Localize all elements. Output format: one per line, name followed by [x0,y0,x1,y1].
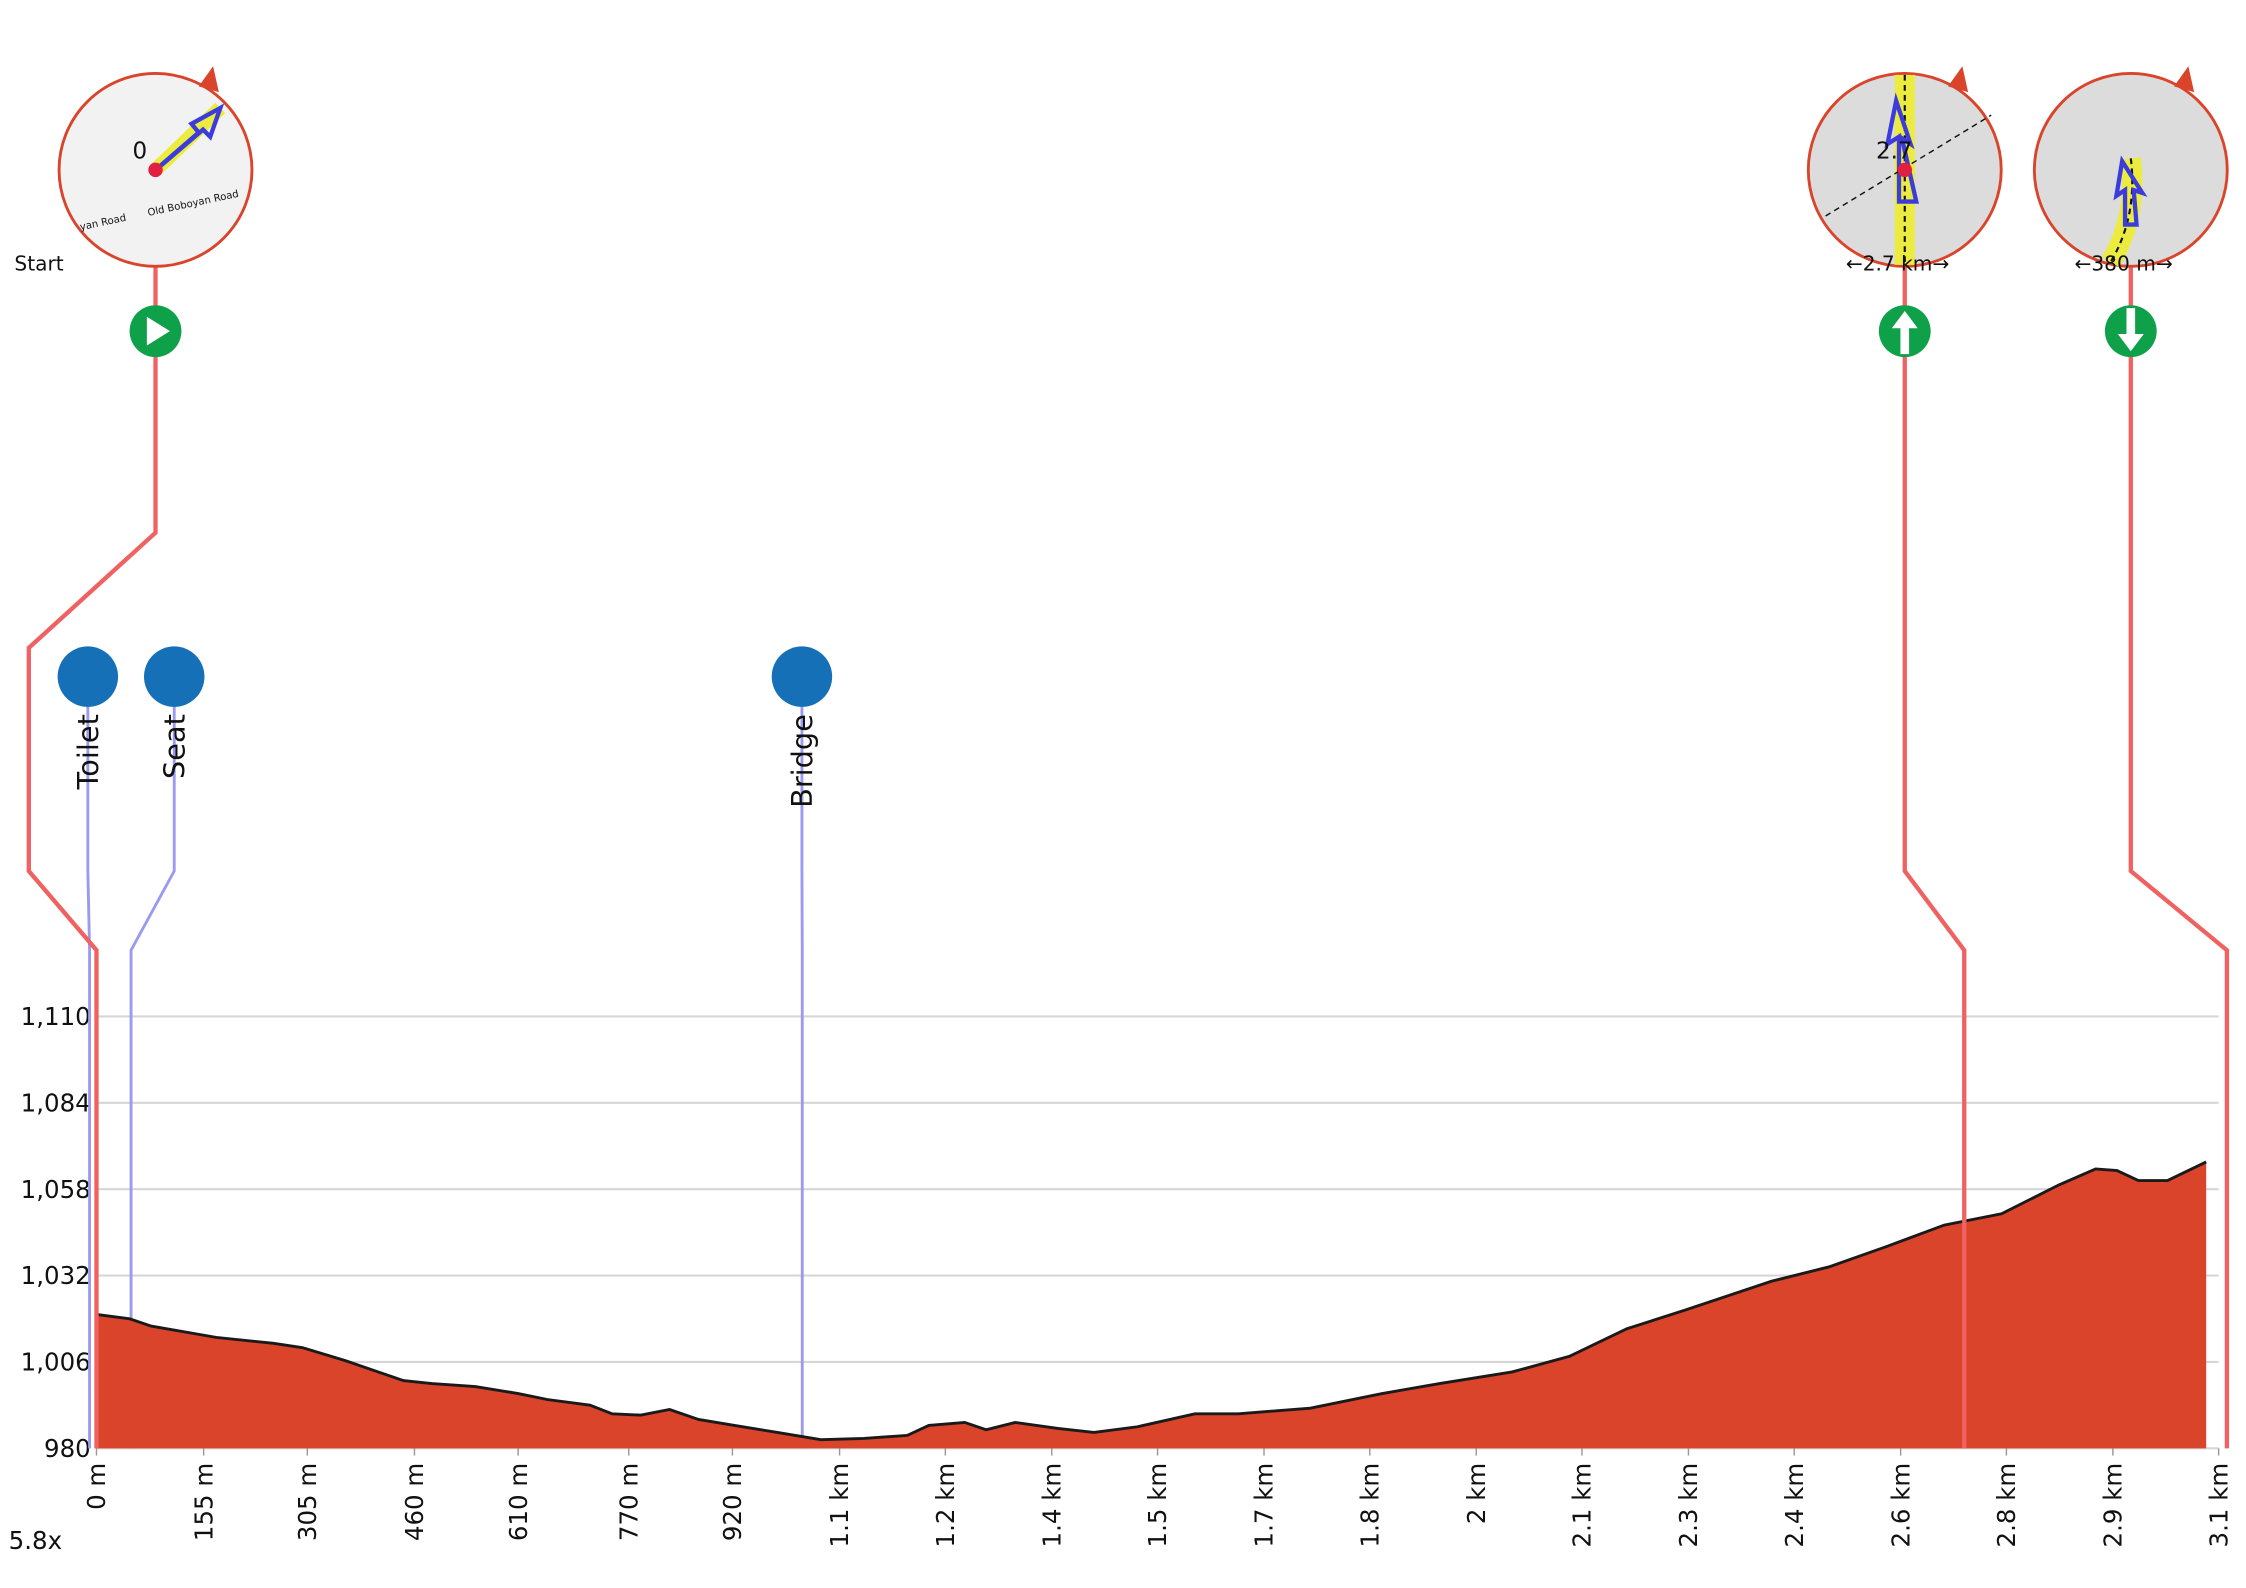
x-tick-label: 2.6 km [1886,1463,1915,1548]
poi-icon [57,646,119,707]
marker-line [2128,266,2230,1449]
y-tick-label: 1,058 [21,1175,91,1204]
x-tick-label: 1.1 km [825,1463,854,1548]
x-tick-label: 1.4 km [1037,1463,1066,1548]
x-tick-label: 2 km [1462,1463,1491,1524]
poi-label: Bridge [785,714,819,808]
y-tick-label: 980 [44,1434,91,1463]
elevation-area [96,1161,2207,1449]
x-tick-label: 1.2 km [931,1463,960,1548]
poi-label: Seat [157,714,191,779]
marker-line [1902,266,1967,1449]
poi-icon [771,646,833,707]
x-tick-label: 1.5 km [1143,1463,1172,1548]
marker-label: ←2.7 km→ [1846,252,1949,276]
north-pointer [198,66,219,93]
y-tick-label: 1,006 [21,1348,91,1377]
x-tick-label: 1.8 km [1355,1463,1384,1548]
y-tick-label: 1,032 [21,1261,91,1290]
x-tick-label: 3.1 km [2204,1463,2233,1548]
north-pointer [1947,66,1969,93]
marker-line [26,266,158,1449]
marker-label: Start [14,252,63,276]
y-tick-label: 1,110 [21,1002,91,1031]
direction-arrow [1884,92,1919,204]
x-tick-label: 155 m [189,1463,218,1541]
north-pointer [2173,66,2195,93]
elevation-line [96,1160,2207,1442]
marker-glyph [2117,308,2144,352]
poi-line [129,705,176,1449]
marker-label: ←380 m→ [2074,252,2172,276]
x-tick-label: 0 m [82,1463,111,1510]
x-tick-label: 2.9 km [2098,1463,2127,1548]
x-tick-label: 770 m [614,1463,643,1541]
x-tick-label: 610 m [504,1463,533,1541]
map-text: 0 [132,138,147,164]
zoom-label: 5.8x [9,1526,62,1555]
x-tick-label: 2.8 km [1992,1463,2021,1548]
marker-glyph [1891,310,1918,355]
x-tick-label: 460 m [400,1463,429,1541]
direction-arrow [2113,155,2148,227]
y-tick-label: 1,084 [21,1088,91,1117]
poi-line [86,705,92,1449]
x-tick-label: 920 m [718,1463,747,1541]
x-tick-label: 1.7 km [1250,1463,1279,1548]
map-text: 2.7 [1876,138,1913,164]
direction-arrow [154,103,225,172]
position-dot [148,162,163,178]
x-tick-label: 305 m [293,1463,322,1541]
scale-line [1825,114,1992,217]
position-dot [1897,162,1912,178]
x-tick-label: 2.3 km [1674,1463,1703,1548]
poi-label: Toilet [71,714,105,790]
x-tick-label: 2.4 km [1780,1463,1809,1548]
x-tick-label: 2.1 km [1568,1463,1597,1548]
route-center [2109,158,2134,263]
marker-glyph [146,316,170,346]
poi-icon [143,646,205,707]
